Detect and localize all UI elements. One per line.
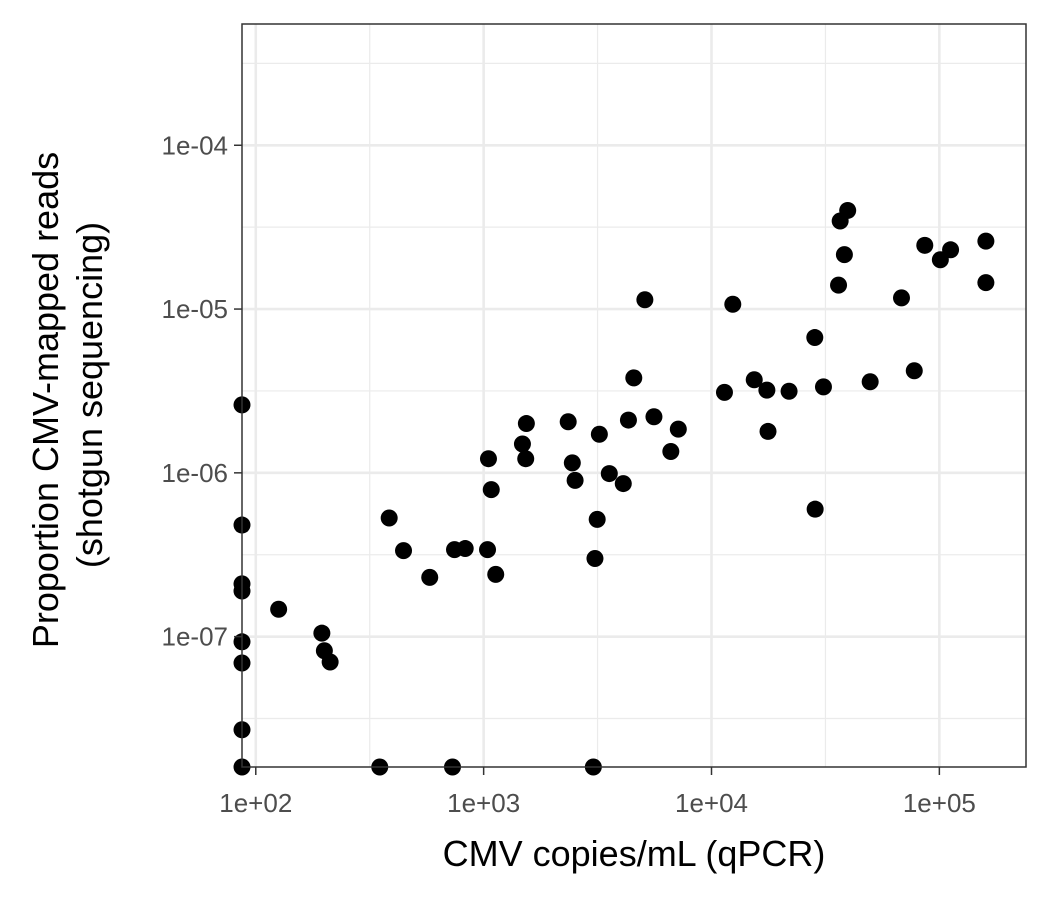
x-tick-label: 1e+03 — [447, 788, 520, 818]
data-point — [645, 408, 663, 426]
data-point — [588, 510, 606, 528]
y-tick-label: 1e-07 — [162, 622, 229, 652]
data-point — [517, 450, 535, 468]
data-point — [482, 481, 500, 499]
data-point — [321, 653, 339, 671]
data-point — [380, 509, 398, 527]
data-point — [861, 373, 879, 391]
data-point — [563, 454, 581, 472]
data-point — [590, 425, 608, 443]
data-point — [313, 624, 331, 642]
plot-panel-background — [242, 24, 1026, 767]
data-point — [806, 329, 824, 347]
data-point — [806, 500, 824, 518]
data-point — [456, 540, 474, 558]
data-point — [715, 383, 733, 401]
y-axis-title-line-1: Proportion CMV-mapped reads — [25, 152, 66, 648]
data-point — [421, 568, 439, 586]
data-point — [905, 362, 923, 380]
data-point — [395, 542, 413, 560]
y-axis-title: Proportion CMV-mapped reads (shotgun seq… — [25, 142, 110, 648]
data-point — [835, 246, 853, 264]
data-point — [517, 415, 535, 433]
data-point — [566, 471, 584, 489]
y-axis-ticks: 1e-07 1e-06 1e-05 1e-04 — [162, 130, 242, 652]
data-point — [814, 378, 832, 396]
data-point — [270, 600, 288, 618]
y-tick-label: 1e-05 — [162, 294, 229, 324]
data-point — [614, 475, 632, 493]
data-point — [759, 422, 777, 440]
data-point — [830, 276, 848, 294]
x-tick-label: 1e+02 — [219, 788, 292, 818]
data-point — [669, 420, 687, 438]
minor-gridlines — [242, 24, 1026, 767]
y-tick-label: 1e-04 — [162, 130, 229, 160]
data-point — [916, 236, 934, 254]
x-tick-label: 1e+05 — [903, 788, 976, 818]
data-point — [892, 289, 910, 307]
data-point — [780, 382, 798, 400]
x-axis-ticks: 1e+02 1e+03 1e+04 1e+05 — [219, 767, 976, 818]
data-point — [586, 549, 604, 567]
major-gridlines — [242, 24, 1026, 767]
data-point — [662, 443, 680, 461]
data-point — [977, 274, 995, 292]
data-point — [745, 371, 763, 389]
data-point — [479, 450, 497, 468]
plot-panel-border — [241, 23, 1027, 768]
data-point — [600, 465, 618, 483]
data-point — [636, 291, 654, 309]
data-point — [479, 541, 497, 559]
data-point — [839, 201, 857, 219]
data-point — [625, 369, 643, 387]
data-point — [513, 435, 531, 453]
data-point — [942, 241, 960, 259]
data-point — [977, 232, 995, 250]
y-axis-title-line-2: (shotgun sequencing) — [69, 222, 110, 568]
x-tick-label: 1e+04 — [675, 788, 748, 818]
data-point — [724, 295, 742, 313]
x-axis-title: CMV copies/mL (qPCR) — [443, 833, 826, 874]
data-point — [758, 381, 776, 399]
y-tick-label: 1e-06 — [162, 458, 229, 488]
data-point — [487, 565, 505, 583]
data-point — [559, 413, 577, 431]
data-point — [619, 411, 637, 429]
